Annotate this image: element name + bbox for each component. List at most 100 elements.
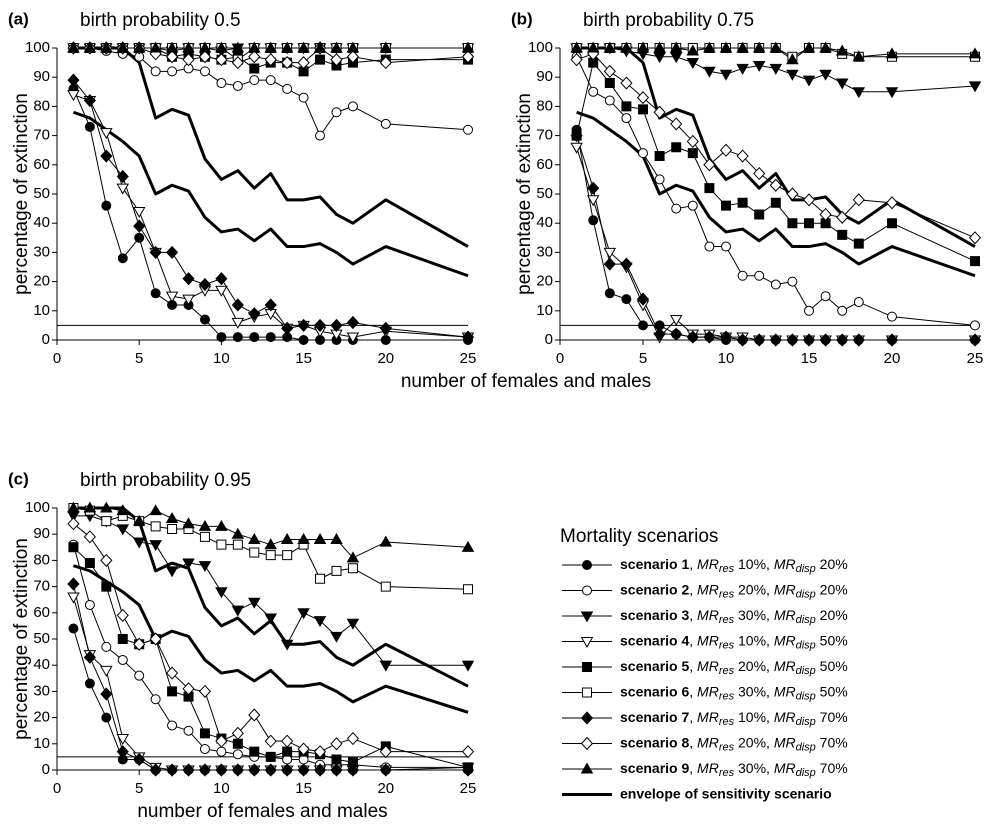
marker: [280, 533, 294, 544]
marker: [669, 52, 683, 64]
marker: [265, 75, 276, 86]
marker: [67, 577, 80, 591]
y-tick-label: 100: [528, 39, 553, 56]
marker: [165, 41, 179, 53]
y-axis-label: percentage of extinction: [11, 538, 32, 740]
legend-text: 20%: [734, 581, 766, 597]
marker: [215, 53, 228, 67]
legend-label: scenario 4, MRres 10%, MRdisp 50%: [620, 632, 848, 651]
legend-text: ,: [766, 632, 774, 648]
y-tick-label: 60: [536, 156, 553, 173]
marker: [315, 573, 326, 584]
marker: [603, 64, 616, 78]
marker: [298, 335, 309, 345]
y-tick-label: 40: [536, 214, 553, 231]
y-tick-label: 100: [25, 499, 50, 516]
marker: [67, 90, 80, 102]
marker: [215, 285, 228, 297]
legend-text: res: [719, 690, 735, 702]
marker: [67, 592, 80, 604]
marker: [198, 561, 212, 573]
marker: [786, 53, 799, 65]
legend-text: 20%: [816, 556, 848, 572]
marker: [687, 200, 698, 211]
marker: [621, 113, 632, 124]
marker: [231, 527, 245, 539]
legend-text: ,: [689, 760, 697, 776]
marker: [753, 333, 766, 347]
marker: [134, 232, 145, 243]
marker: [653, 52, 666, 64]
y-tick-label: 30: [33, 243, 50, 260]
marker: [736, 63, 749, 75]
marker: [67, 517, 80, 531]
marker: [216, 539, 227, 550]
x-tick-label: 5: [639, 350, 647, 367]
marker: [101, 200, 112, 211]
marker: [621, 101, 632, 112]
legend-text: disp: [796, 588, 816, 600]
legend-marker: [582, 662, 592, 672]
x-tick-label: 25: [460, 350, 477, 367]
marker: [802, 193, 816, 207]
marker: [346, 332, 360, 344]
marker: [313, 41, 327, 53]
envelope-line: [73, 506, 469, 688]
y-tick-label: 40: [33, 214, 50, 231]
marker: [461, 330, 475, 344]
marker: [721, 241, 731, 252]
x-tick-label: 25: [460, 780, 477, 797]
marker: [835, 78, 849, 90]
marker: [770, 279, 781, 290]
legend-marker: [580, 736, 594, 751]
legend-text: MR: [774, 734, 796, 750]
marker: [703, 330, 716, 344]
y-tick-label: 40: [33, 656, 50, 673]
marker: [83, 93, 96, 108]
marker: [199, 66, 210, 77]
marker: [887, 218, 897, 229]
marker: [165, 50, 179, 64]
legend-text: ,: [689, 683, 697, 699]
marker: [604, 95, 615, 106]
chart-title: birth probability 0.75: [583, 10, 754, 31]
marker: [653, 105, 666, 119]
marker: [264, 538, 277, 550]
panel-label: (b): [511, 9, 533, 28]
legend-text: MR: [774, 607, 796, 623]
marker: [298, 92, 309, 103]
marker: [315, 130, 326, 141]
marker: [231, 763, 244, 777]
marker: [182, 272, 195, 286]
legend-text: res: [719, 716, 735, 728]
marker: [297, 318, 310, 332]
panel-label: (c): [8, 469, 29, 488]
marker: [101, 641, 112, 652]
y-tick-label: 60: [33, 604, 50, 621]
marker: [346, 50, 360, 64]
marker: [100, 41, 113, 53]
legend-title: Mortality scenarios: [560, 526, 718, 547]
marker: [588, 86, 599, 97]
panel-label: (a): [8, 9, 29, 28]
legend-text: MR: [697, 760, 719, 776]
marker: [752, 41, 766, 53]
marker: [265, 550, 276, 561]
marker: [248, 533, 261, 544]
marker: [182, 53, 195, 67]
series-line: [576, 53, 976, 239]
marker: [347, 563, 358, 574]
y-tick-label: 10: [536, 302, 553, 319]
marker: [770, 197, 781, 208]
marker: [686, 58, 700, 70]
legend-text: ,: [689, 607, 697, 623]
marker: [165, 763, 179, 777]
legend-marker: [582, 560, 592, 570]
marker: [264, 734, 277, 748]
marker: [604, 288, 615, 299]
marker: [852, 333, 865, 347]
marker: [887, 311, 897, 322]
legend-label: scenario 6, MRres 30%, MRdisp 50%: [620, 683, 848, 702]
y-axis-label: percentage of extinction: [11, 93, 32, 295]
marker: [885, 196, 899, 210]
